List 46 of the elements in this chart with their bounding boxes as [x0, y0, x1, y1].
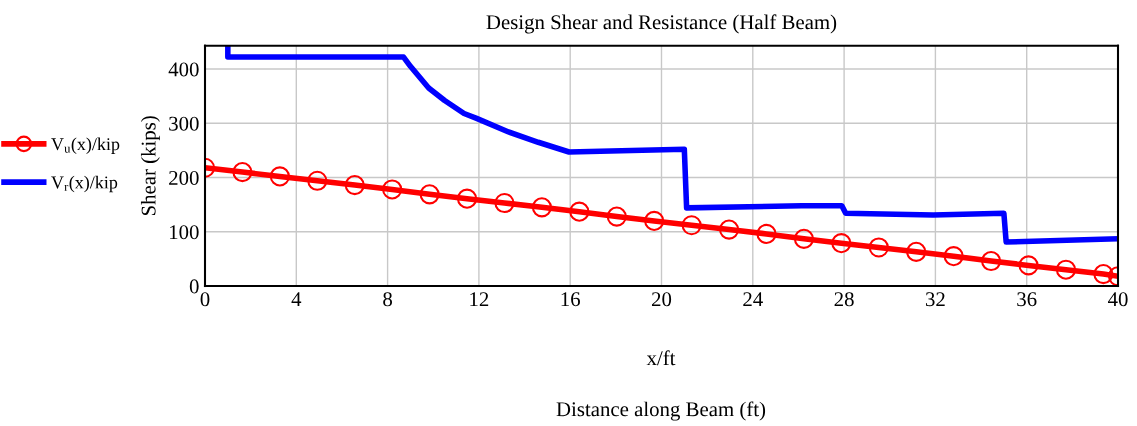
- x-tick-label: 40: [1107, 292, 1128, 307]
- point: [456, 188, 478, 209]
- x-axis-title: Distance along Beam (ft): [556, 401, 766, 421]
- legend-label: V$_{r}$(x)/kip: [51, 175, 118, 193]
- point: [681, 215, 702, 236]
- y-axis-title: Shear (kips): [140, 116, 160, 216]
- x-tick-label: 36: [1017, 292, 1037, 307]
- point: [531, 197, 552, 218]
- point: [606, 206, 627, 227]
- x-tick-label: 12: [470, 292, 489, 307]
- point: [419, 184, 440, 205]
- x-tick-label: 0: [200, 292, 210, 307]
- point: [831, 233, 852, 254]
- point: [793, 228, 814, 249]
- point: [943, 246, 964, 267]
- point: [269, 166, 290, 187]
- point: [718, 219, 740, 240]
- y-tick-label: 400: [168, 62, 199, 77]
- point: [644, 210, 665, 231]
- point: [494, 192, 515, 214]
- point: [1018, 255, 1039, 276]
- point: [307, 170, 328, 191]
- point: [1055, 259, 1077, 280]
- x-tick-label: 4: [291, 292, 302, 307]
- point: [344, 175, 365, 196]
- point: [1093, 264, 1114, 285]
- y-tick-label: 100: [170, 225, 199, 240]
- y-tick-label: 0: [189, 279, 199, 294]
- point: [868, 237, 889, 258]
- y-tick-label: 200: [169, 170, 199, 185]
- point: [569, 201, 590, 222]
- text: x/ft: [646, 350, 676, 366]
- chart-title: Design Shear and Resistance (Half Beam): [486, 14, 837, 34]
- legend-label: V$_{u}$(x)/kip: [51, 137, 120, 154]
- x-tick-label: 24: [743, 292, 763, 307]
- point: [981, 250, 1002, 272]
- x-tick-label: 28: [834, 292, 854, 307]
- y-tick-label: 300: [169, 116, 199, 131]
- x-tick-label: 8: [383, 292, 393, 307]
- point: [232, 162, 253, 183]
- x-tick-label: 16: [561, 292, 580, 307]
- x-tick-label: 20: [652, 292, 672, 307]
- point: [756, 223, 777, 244]
- x-tick-label: 32: [925, 292, 945, 307]
- point: [906, 241, 927, 262]
- point: [382, 179, 403, 200]
